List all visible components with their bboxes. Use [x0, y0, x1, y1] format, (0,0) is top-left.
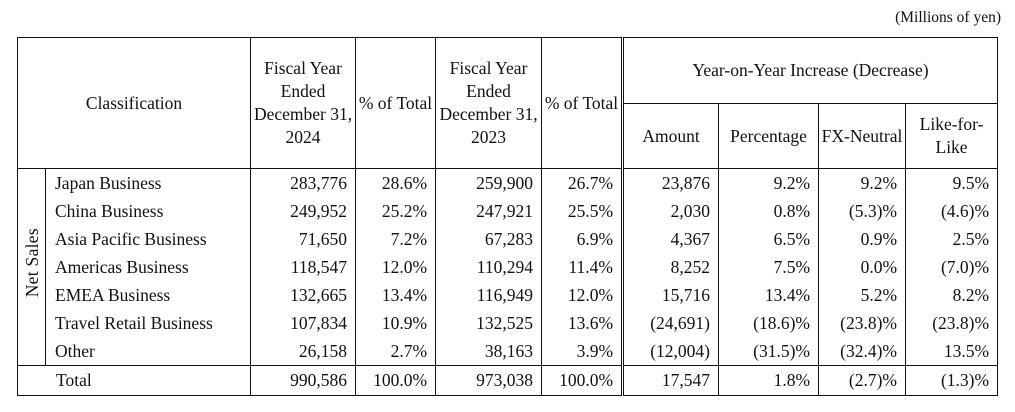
cell-fx-neutral: 5.2% — [818, 281, 907, 309]
cell-classification: Travel Retail Business — [45, 309, 252, 337]
header-amount: Amount — [621, 103, 720, 169]
table-row: Americas Business 118,547 12.0% 110,294 11.4… — [18, 253, 999, 281]
header-fy2023: Fiscal Year Ended December 31, 2023 — [435, 37, 543, 169]
cell-pct2024: 7.2% — [355, 225, 437, 253]
cell-pct2023: 13.6% — [541, 309, 625, 337]
cell-fy2023: 259,900 — [435, 168, 543, 197]
header-pct-total-2024: % of Total — [355, 37, 437, 169]
total-pct2024: 100.0% — [355, 365, 437, 396]
table-row: EMEA Business 132,665 13.4% 116,949 12.0% 15,… — [18, 281, 999, 309]
cell-classification: China Business — [45, 197, 252, 225]
cell-fy2024: 118,547 — [250, 253, 357, 281]
total-percentage: 1.8% — [718, 365, 820, 396]
header-pct-total-2023: % of Total — [541, 37, 625, 169]
cell-like-for-like: (23.8)% — [905, 309, 999, 337]
cell-amount: 2,030 — [621, 197, 720, 225]
table-row: China Business 249,952 25.2% 247,921 25.5% 2,… — [18, 197, 999, 225]
cell-pct2024: 13.4% — [355, 281, 437, 309]
table-row: Travel Retail Business 107,834 10.9% 132,52… — [18, 309, 999, 337]
cell-percentage: (18.6)% — [718, 309, 820, 337]
total-row: Total 990,586 100.0% 973,038 100.0% 17,5… — [16, 365, 999, 396]
header-classification: Classification — [16, 37, 252, 169]
cell-fx-neutral: 9.2% — [818, 168, 907, 197]
cell-like-for-like: 2.5% — [905, 225, 999, 253]
cell-fy2024: 71,650 — [250, 225, 357, 253]
cell-pct2023: 6.9% — [541, 225, 625, 253]
cell-classification: Other — [45, 337, 252, 366]
cell-classification: Asia Pacific Business — [45, 225, 252, 253]
cell-fy2023: 132,525 — [435, 309, 543, 337]
cell-like-for-like: 9.5% — [905, 168, 999, 197]
cell-fy2023: 110,294 — [435, 253, 543, 281]
cell-fy2024: 283,776 — [250, 168, 357, 197]
cell-pct2023: 26.7% — [541, 168, 625, 197]
cell-fx-neutral: (32.4)% — [818, 337, 907, 366]
cell-percentage: 13.4% — [718, 281, 820, 309]
cell-amount: 15,716 — [621, 281, 720, 309]
cell-fy2024: 107,834 — [250, 309, 357, 337]
cell-amount: 4,367 — [621, 225, 720, 253]
cell-pct2024: 28.6% — [355, 168, 437, 197]
total-fy2023: 973,038 — [435, 365, 543, 396]
cell-percentage: 7.5% — [718, 253, 820, 281]
cell-percentage: 9.2% — [718, 168, 820, 197]
cell-fx-neutral: 0.0% — [818, 253, 907, 281]
cell-pct2024: 10.9% — [355, 309, 437, 337]
cell-pct2023: 12.0% — [541, 281, 625, 309]
unit-note: (Millions of yen) — [895, 9, 1001, 26]
cell-percentage: (31.5)% — [718, 337, 820, 366]
cell-pct2024: 2.7% — [355, 337, 437, 366]
cell-pct2024: 25.2% — [355, 197, 437, 225]
cell-fy2023: 247,921 — [435, 197, 543, 225]
cell-like-for-like: 13.5% — [905, 337, 999, 366]
header-fy2024: Fiscal Year Ended December 31, 2024 — [250, 37, 357, 169]
cell-pct2023: 11.4% — [541, 253, 625, 281]
header-yoy: Year-on-Year Increase (Decrease) — [622, 37, 999, 104]
cell-fx-neutral: 0.9% — [818, 225, 907, 253]
group-label-net-sales: Net Sales — [17, 168, 46, 366]
cell-pct2024: 12.0% — [355, 253, 437, 281]
total-label: Total — [16, 365, 252, 396]
cell-fy2024: 26,158 — [250, 337, 357, 366]
table-row: Asia Pacific Business 71,650 7.2% 67,283 6.9… — [18, 225, 999, 253]
cell-fx-neutral: (23.8)% — [818, 309, 907, 337]
header-percentage: Percentage — [718, 103, 820, 169]
cell-amount: (12,004) — [621, 337, 720, 366]
cell-fy2023: 116,949 — [435, 281, 543, 309]
cell-classification: Americas Business — [45, 253, 252, 281]
cell-percentage: 0.8% — [718, 197, 820, 225]
cell-classification: EMEA Business — [45, 281, 252, 309]
cell-percentage: 6.5% — [718, 225, 820, 253]
cell-like-for-like: 8.2% — [905, 281, 999, 309]
cell-fy2023: 67,283 — [435, 225, 543, 253]
cell-pct2023: 3.9% — [541, 337, 625, 366]
total-like-for-like: (1.3)% — [905, 365, 999, 396]
cell-like-for-like: (4.6)% — [905, 197, 999, 225]
header-like-for-like: Like-for-Like — [905, 103, 999, 169]
cell-fx-neutral: (5.3)% — [818, 197, 907, 225]
cell-like-for-like: (7.0)% — [905, 253, 999, 281]
total-fx-neutral: (2.7)% — [818, 365, 907, 396]
cell-classification: Japan Business — [45, 168, 252, 197]
total-pct2023: 100.0% — [541, 365, 625, 396]
total-fy2024: 990,586 — [250, 365, 357, 396]
table-row: Net Sales Japan Business 283,776 28.6% 259,9… — [17, 168, 999, 366]
total-amount: 17,547 — [621, 365, 720, 396]
cell-amount: 8,252 — [621, 253, 720, 281]
table-row: Other 26,158 2.7% 38,163 3.9% (12,004) (31.5)%… — [18, 337, 999, 366]
cell-fy2023: 38,163 — [435, 337, 543, 366]
cell-fy2024: 132,665 — [250, 281, 357, 309]
cell-amount: 23,876 — [621, 168, 720, 197]
header-fx-neutral: FX-Neutral — [818, 103, 907, 169]
net-sales-table: Classification Fiscal Year Ended Decembe… — [16, 37, 999, 396]
cell-pct2023: 25.5% — [541, 197, 625, 225]
group-label-text: Net Sales — [22, 228, 42, 298]
cell-fy2024: 249,952 — [250, 197, 357, 225]
cell-amount: (24,691) — [621, 309, 720, 337]
